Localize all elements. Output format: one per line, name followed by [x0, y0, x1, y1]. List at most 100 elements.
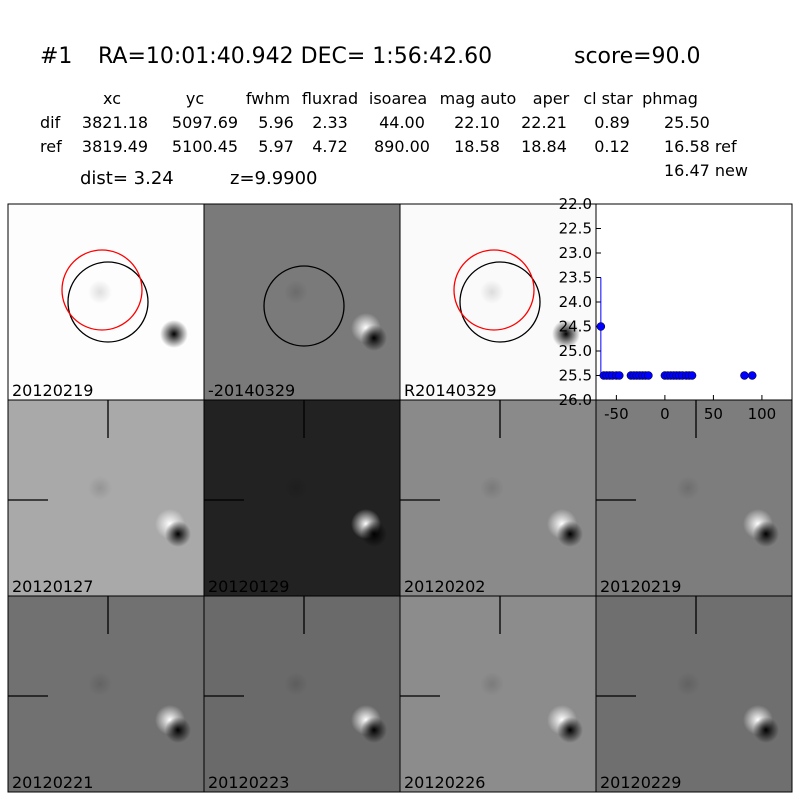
faint-source	[284, 476, 308, 500]
y-tick-label: 22.0	[559, 195, 592, 213]
cell: 890.00	[374, 137, 430, 156]
cell: 5.96	[258, 113, 294, 132]
faint-source	[88, 672, 112, 696]
column-header: yc	[186, 89, 204, 108]
cell: 0.12	[594, 137, 630, 156]
cell: 0.89	[594, 113, 630, 132]
cell: 3821.18	[82, 113, 148, 132]
panel: -20140329	[203, 203, 401, 401]
column-header: fwhm	[246, 89, 290, 108]
point	[687, 371, 697, 380]
candidate-id: #1	[40, 44, 72, 69]
faint-source	[480, 476, 504, 500]
y-tick-label: 23.5	[559, 269, 592, 287]
panel-label: 20120127	[12, 577, 93, 596]
cell: 5100.45	[172, 137, 238, 156]
aperture	[263, 265, 345, 347]
column-header: phmag	[642, 89, 698, 108]
dipole-neg	[753, 717, 779, 743]
z: z=9.9900	[230, 168, 318, 189]
cell: 16.58 ref	[664, 137, 737, 156]
aperture	[67, 261, 149, 343]
plot-area	[595, 203, 793, 401]
point	[644, 371, 653, 380]
panel: 20120219	[595, 399, 793, 597]
panel-label: 20120129	[208, 577, 289, 596]
dipole-neg	[557, 521, 583, 547]
y-tick-label: 22.5	[559, 220, 592, 238]
dipole-neg	[361, 325, 387, 351]
dipole-neg	[753, 521, 779, 547]
panel-label: 20120219	[12, 381, 93, 400]
panel: 20120219	[7, 203, 205, 401]
x-tick-label: -50	[604, 405, 629, 423]
extra-phmag: 16.47 new	[664, 161, 748, 180]
y-tick-label: 23.0	[559, 244, 592, 262]
faint-source	[480, 672, 504, 696]
faint-source	[88, 476, 112, 500]
panel: 20120129	[203, 399, 401, 597]
panel-label: 20120221	[12, 773, 93, 792]
aperture-ref	[453, 249, 535, 331]
panels: 20120219 -20140329 R20140329 20120127 201201…	[7, 203, 793, 793]
column-header: cl star	[583, 89, 633, 108]
cell: 22.10	[454, 113, 500, 132]
cell: 2.33	[312, 113, 348, 132]
panel: 20120202	[399, 399, 597, 597]
column-header: mag auto	[440, 89, 517, 108]
faint-source	[676, 476, 700, 500]
panel-label: 20120226	[404, 773, 485, 792]
panel: 20120221	[7, 595, 205, 793]
y-tick-label: 24.0	[559, 293, 592, 311]
cell: 22.21	[521, 113, 567, 132]
faint-source	[284, 280, 308, 304]
column-header: fluxrad	[302, 89, 358, 108]
cell: 5.97	[258, 137, 294, 156]
panel-label: R20140329	[404, 381, 497, 400]
score: score=90.0	[574, 44, 701, 69]
faint-source	[284, 672, 308, 696]
y-tick-label: 25.0	[559, 342, 592, 360]
coordinates: RA=10:01:40.942 DEC= 1:56:42.60	[98, 44, 492, 69]
dipole-neg	[165, 717, 191, 743]
panel-label: 20120202	[404, 577, 485, 596]
cell: 4.72	[312, 137, 348, 156]
faint-source	[676, 672, 700, 696]
point	[596, 322, 606, 331]
cell: 18.58	[454, 137, 500, 156]
cell: 44.00	[379, 113, 425, 132]
x-tick-label: 50	[704, 405, 723, 423]
point	[747, 371, 757, 380]
dist: dist= 3.24	[80, 168, 174, 189]
panel: R20140329	[399, 203, 597, 401]
panel-label: 20120223	[208, 773, 289, 792]
cell: 25.50	[664, 113, 710, 132]
x-tick-label: 0	[660, 405, 670, 423]
panel: 20120226	[399, 595, 597, 793]
cell: 3819.49	[82, 137, 148, 156]
column-header: isoarea	[369, 89, 427, 108]
dipole-neg	[165, 521, 191, 547]
aperture	[459, 261, 541, 343]
x-tick-label: 100	[748, 405, 777, 423]
y-tick-label: 24.5	[559, 318, 592, 336]
panel-label: 20120229	[600, 773, 681, 792]
panel-label: -20140329	[208, 381, 295, 400]
point	[740, 371, 749, 380]
cell: dif	[40, 113, 61, 132]
dipole-neg	[361, 521, 387, 547]
panel-label: 20120219	[600, 577, 681, 596]
lightcurve: 22.0 22.5 23.0 23.5 24.0 24.5 25.0 25.5 26.0 -50 0…	[559, 195, 793, 423]
faint-source	[480, 280, 504, 304]
cell: ref	[40, 137, 62, 156]
y-tick-label: 25.5	[559, 367, 592, 385]
point	[615, 371, 624, 380]
cell: 5097.69	[172, 113, 238, 132]
star	[160, 320, 188, 348]
panel: 20120127	[7, 399, 205, 597]
y-tick-label: 26.0	[559, 391, 592, 409]
panel: 20120229	[595, 595, 793, 793]
table: xc yc fwhm fluxrad isoarea mag auto aper cl sta…	[40, 89, 737, 156]
cell: 18.84	[521, 137, 567, 156]
